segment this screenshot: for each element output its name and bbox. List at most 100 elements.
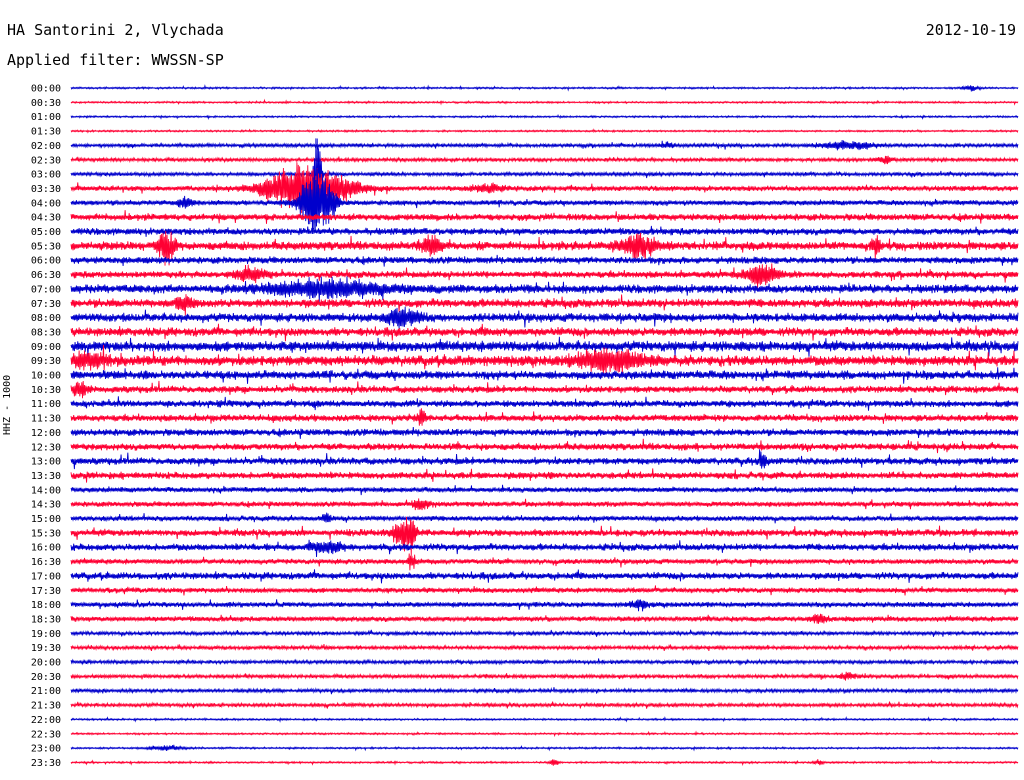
trace-line <box>70 98 1019 106</box>
time-tick-label: 02:30 <box>31 155 61 166</box>
trace-line <box>70 380 1019 399</box>
time-tick-label: 10:30 <box>31 385 61 396</box>
trace-line <box>70 336 1019 357</box>
time-tick-label: 14:00 <box>31 485 61 496</box>
trace-line <box>70 701 1019 709</box>
trace-line <box>70 225 1019 237</box>
time-tick-label: 23:30 <box>31 758 61 769</box>
time-tick-label: 18:00 <box>31 600 61 611</box>
time-tick-label: 08:30 <box>31 327 61 338</box>
time-tick-label: 13:30 <box>31 471 61 482</box>
trace-line <box>70 716 1019 723</box>
trace-line <box>70 254 1019 267</box>
trace-line <box>70 438 1019 454</box>
time-tick-label: 00:30 <box>31 98 61 109</box>
trace-line <box>70 498 1019 511</box>
trace-line <box>70 210 1019 224</box>
filter-label: Applied filter: WWSSN-SP <box>7 51 224 69</box>
time-tick-label: 02:00 <box>31 141 61 152</box>
time-tick-label: 18:30 <box>31 614 61 625</box>
trace-line <box>70 449 1019 470</box>
trace-line <box>70 687 1019 695</box>
trace-line <box>70 367 1019 384</box>
time-tick-label: 13:00 <box>31 457 61 468</box>
time-tick-label: 16:30 <box>31 557 61 568</box>
time-tick-label: 03:30 <box>31 184 61 195</box>
trace-line <box>70 155 1019 165</box>
time-tick-label: 16:00 <box>31 543 61 554</box>
time-tick-label: 22:30 <box>31 729 61 740</box>
trace-line <box>70 162 1019 214</box>
trace-line <box>70 539 1019 558</box>
time-tick-label: 01:00 <box>31 112 61 123</box>
trace-line <box>70 730 1019 738</box>
time-tick-label: 21:00 <box>31 686 61 697</box>
time-tick-label: 19:00 <box>31 629 61 640</box>
trace-line <box>70 128 1019 134</box>
time-tick-label: 03:00 <box>31 170 61 181</box>
trace-line <box>70 113 1019 121</box>
time-tick-label: 12:00 <box>31 428 61 439</box>
trace-line <box>70 516 1019 556</box>
time-tick-label: 01:30 <box>31 127 61 138</box>
time-tick-label: 15:30 <box>31 528 61 539</box>
trace-line <box>70 658 1019 666</box>
trace-line <box>70 585 1019 596</box>
trace-line <box>70 345 1019 376</box>
seismic-traces <box>70 84 1019 767</box>
time-tick-label: 09:30 <box>31 356 61 367</box>
trace-line <box>70 84 1019 92</box>
time-tick-label: 00:00 <box>31 84 61 95</box>
time-tick-label: 23:00 <box>31 744 61 755</box>
trace-line <box>70 512 1019 524</box>
trace-line <box>70 759 1019 767</box>
trace-line <box>70 323 1019 342</box>
time-tick-labels: 00:00 00:30 01:00 01:30 02:00 02:30 03:00 03:30… <box>31 84 61 769</box>
time-tick-label: 17:30 <box>31 586 61 597</box>
time-tick-label: 07:00 <box>31 284 61 295</box>
time-tick-label: 20:00 <box>31 658 61 669</box>
trace-line <box>70 553 1019 571</box>
trace-line <box>70 263 1019 289</box>
time-tick-label: 04:00 <box>31 198 61 209</box>
trace-line <box>70 408 1019 426</box>
time-tick-label: 17:00 <box>31 571 61 582</box>
trace-line <box>70 484 1019 496</box>
time-tick-label: 11:00 <box>31 399 61 410</box>
trace-line <box>70 306 1019 329</box>
time-tick-label: 22:00 <box>31 715 61 726</box>
time-tick-label: 04:30 <box>31 213 61 224</box>
time-tick-label: 12:30 <box>31 442 61 453</box>
time-tick-label: 15:00 <box>31 514 61 525</box>
time-tick-label: 19:30 <box>31 643 61 654</box>
trace-line <box>70 643 1019 652</box>
time-tick-label: 10:00 <box>31 371 61 382</box>
trace-line <box>70 276 1019 303</box>
time-tick-label: 11:30 <box>31 414 61 425</box>
trace-line <box>70 613 1019 624</box>
time-tick-label: 06:30 <box>31 270 61 281</box>
trace-line <box>70 629 1019 637</box>
trace-line <box>70 744 1019 752</box>
time-tick-label: 20:30 <box>31 672 61 683</box>
trace-line <box>70 168 1019 235</box>
time-tick-label: 05:30 <box>31 241 61 252</box>
date-label: 2012-10-19 <box>925 21 1016 39</box>
trace-line <box>70 138 1019 226</box>
time-tick-label: 08:00 <box>31 313 61 324</box>
trace-line <box>70 231 1019 266</box>
trace-line <box>70 569 1019 584</box>
time-tick-label: 09:00 <box>31 342 61 353</box>
time-tick-label: 06:00 <box>31 256 61 267</box>
time-tick-label: 05:00 <box>31 227 61 238</box>
trace-line <box>70 599 1019 612</box>
trace-line <box>70 294 1019 316</box>
trace-line <box>70 427 1019 439</box>
time-tick-label: 07:30 <box>31 299 61 310</box>
station-title: HA Santorini 2, Vlychada <box>7 21 224 39</box>
time-tick-label: 14:30 <box>31 500 61 511</box>
trace-line <box>70 139 1019 151</box>
time-tick-label: 21:30 <box>31 701 61 712</box>
trace-line <box>70 671 1019 681</box>
